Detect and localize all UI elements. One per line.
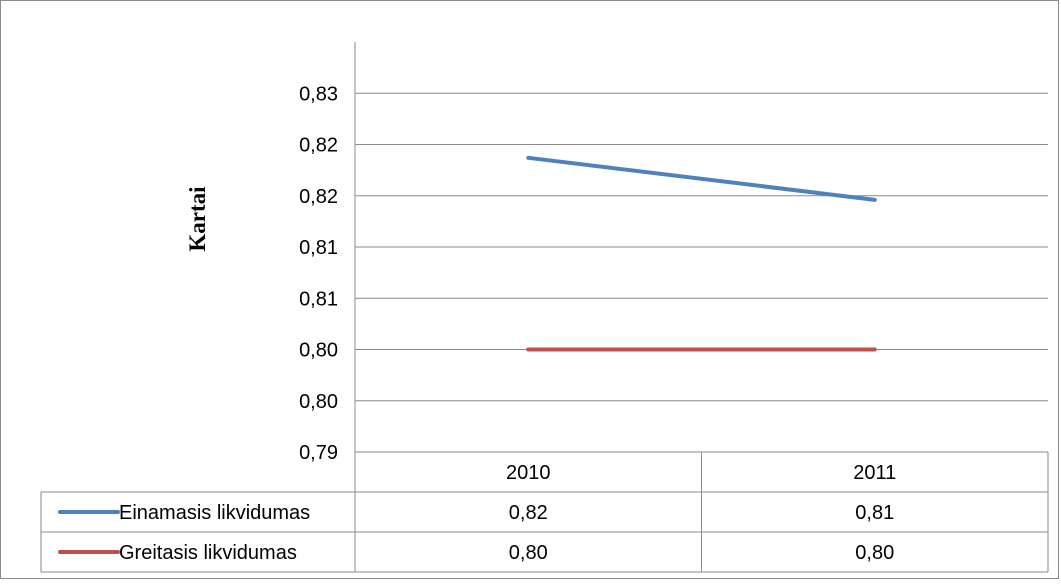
y-tick-label: 0,83 — [299, 83, 338, 105]
x-category-label: 2011 — [853, 462, 896, 484]
y-tick-label: 0,79 — [299, 442, 338, 464]
x-category-label: 2010 — [506, 462, 551, 484]
table-value: 0,80 — [855, 542, 894, 564]
y-tick-label: 0,82 — [299, 135, 338, 157]
y-tick-label: 0,80 — [299, 340, 338, 362]
table-value: 0,80 — [509, 542, 548, 564]
legend-label: Greitasis likvidumas — [119, 542, 297, 564]
y-axis-title: Kartai — [185, 186, 210, 252]
y-tick-label: 0,81 — [299, 237, 338, 259]
y-tick-label: 0,80 — [299, 391, 338, 413]
y-tick-label: 0,82 — [299, 186, 338, 208]
table-value: 0,82 — [509, 502, 548, 524]
series-line — [526, 155, 877, 202]
legend-label: Einamasis likvidumas — [119, 502, 310, 524]
y-tick-label: 0,81 — [299, 288, 338, 310]
table-value: 0,81 — [855, 502, 894, 524]
